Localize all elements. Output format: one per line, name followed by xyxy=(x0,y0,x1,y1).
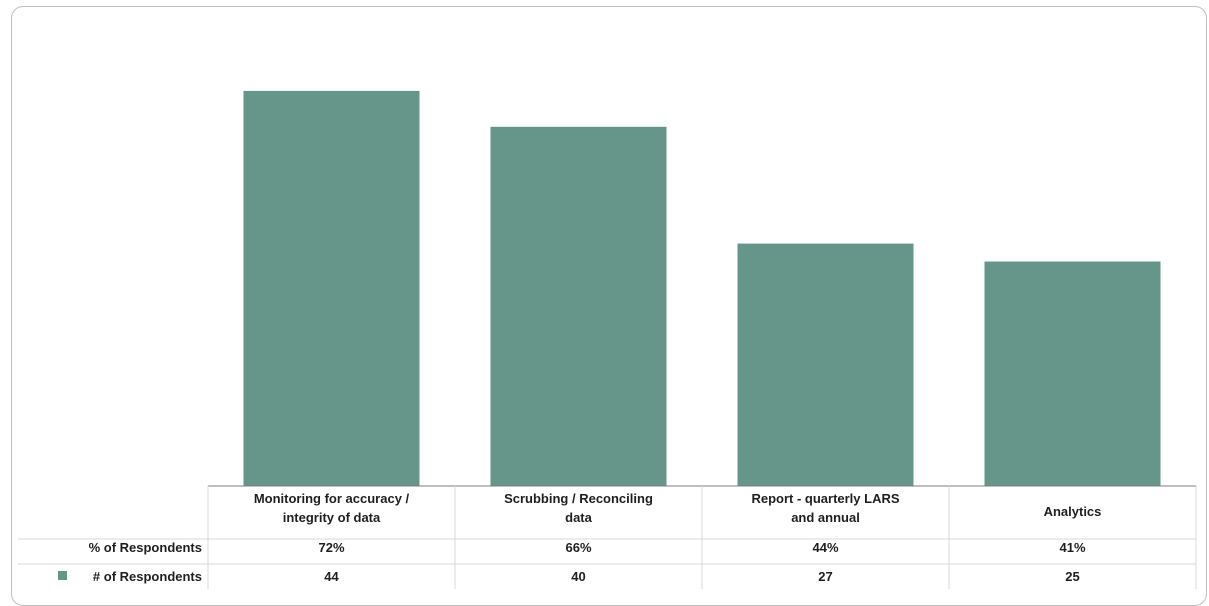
category-label-3: Report - quarterly LARS and annual xyxy=(751,491,899,525)
table-cell-value: 72% xyxy=(318,540,344,555)
table-cell-value: 27 xyxy=(818,569,832,584)
table-cell-value: 25 xyxy=(1065,569,1079,584)
bar-4 xyxy=(984,261,1161,486)
data-table: % of Respondents 72% 66% 44% 41% # of Respond… xyxy=(18,486,1197,589)
bar-3 xyxy=(737,243,914,486)
bar-1 xyxy=(243,90,420,487)
table-row-header: % of Respondents xyxy=(89,540,202,555)
table-cell-value: 41% xyxy=(1059,540,1085,555)
bar-2 xyxy=(490,126,667,487)
table-cell-value: 44% xyxy=(812,540,838,555)
table-cell-value: 40 xyxy=(571,569,585,584)
category-label-2: Scrubbing / Reconciling data xyxy=(504,491,653,525)
bars-group xyxy=(243,90,1161,487)
table-cell-value: 66% xyxy=(565,540,591,555)
category-label-4: Analytics xyxy=(1044,504,1102,519)
table-row-header: # of Respondents xyxy=(93,569,202,584)
table-cell-value: 44 xyxy=(324,569,339,584)
category-label-1: Monitoring for accuracy / integrity of da… xyxy=(254,491,410,525)
legend-swatch xyxy=(58,571,67,580)
category-labels: Monitoring for accuracy / integrity of da… xyxy=(254,491,1102,525)
bar-chart: Monitoring for accuracy / integrity of da… xyxy=(18,90,1197,589)
